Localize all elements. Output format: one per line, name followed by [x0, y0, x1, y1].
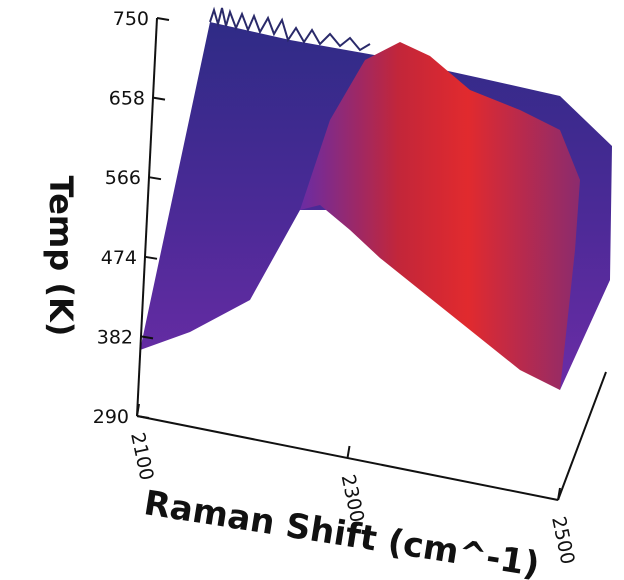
y-tick-label: 290 — [93, 406, 129, 428]
surface-plot — [140, 6, 612, 390]
y-axis-line — [136, 17, 158, 417]
x-tick-label: 2500 — [547, 514, 579, 566]
y-tick-mark — [140, 335, 154, 340]
surface-noise-spikes — [209, 6, 371, 52]
y-tick-label: 382 — [97, 326, 133, 348]
x-tick-mark — [557, 487, 561, 501]
x-tick-label: 2100 — [126, 430, 158, 482]
right-axis-line — [557, 371, 607, 501]
y-tick-label: 658 — [109, 88, 145, 110]
surface-peak — [300, 42, 580, 390]
x-tick-mark — [136, 403, 140, 417]
y-tick-mark — [144, 255, 158, 260]
y-tick-mark — [136, 415, 150, 419]
y-ticks: 290 382 474 566 658 750 — [93, 8, 170, 428]
y-tick-mark — [148, 176, 162, 181]
y-tick-label: 474 — [101, 247, 137, 269]
y-tick-label: 566 — [105, 167, 141, 189]
y-axis-title: Temp (K) — [42, 176, 80, 337]
y-tick-mark — [152, 96, 166, 101]
y-tick-label: 750 — [113, 8, 149, 30]
y-tick-mark — [156, 17, 170, 21]
x-tick-mark — [346, 445, 351, 459]
